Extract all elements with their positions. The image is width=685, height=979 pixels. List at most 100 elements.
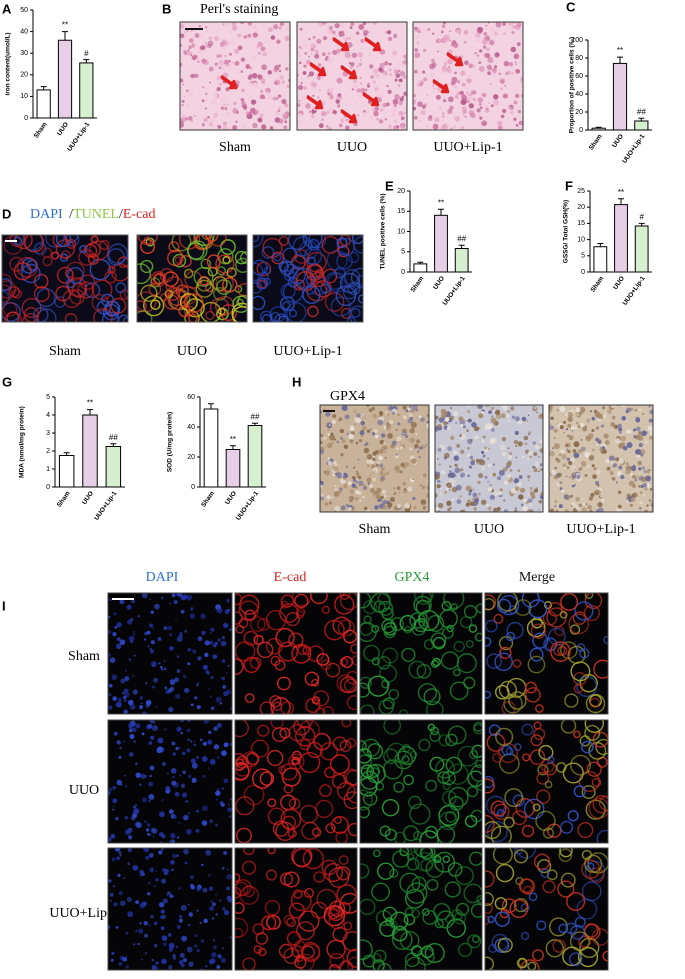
cell <box>518 110 521 113</box>
texture <box>411 20 526 131</box>
y-axis-label: MDA (nmol/mg protein) <box>19 406 26 478</box>
cell <box>114 626 117 629</box>
cell <box>481 120 487 126</box>
cell <box>193 744 196 747</box>
panel-letter: E <box>385 178 394 193</box>
cell <box>549 451 555 457</box>
cell <box>323 36 327 40</box>
texture <box>352 718 487 850</box>
cell <box>212 917 214 919</box>
cell <box>402 75 406 79</box>
micrograph <box>106 846 232 972</box>
cell <box>174 600 178 604</box>
cell <box>419 31 421 33</box>
cell <box>487 504 490 507</box>
cell <box>182 83 184 85</box>
cell <box>593 473 595 475</box>
cell <box>170 687 174 691</box>
cell <box>248 82 252 86</box>
cell <box>229 32 231 34</box>
cell <box>216 799 218 801</box>
y-axis-label: SOD (U/mg protein) <box>167 412 174 472</box>
cell <box>196 684 198 686</box>
cell <box>491 407 495 411</box>
cell <box>161 926 165 930</box>
cell <box>284 120 287 123</box>
cell <box>377 92 383 98</box>
cell <box>109 788 112 791</box>
cell <box>644 487 648 491</box>
cell <box>394 119 397 122</box>
cell <box>246 111 249 114</box>
cell <box>364 448 370 454</box>
bar <box>615 205 628 272</box>
cell <box>572 485 575 488</box>
cell <box>203 888 208 893</box>
cell <box>132 865 138 871</box>
cell <box>194 55 198 59</box>
cell <box>632 494 636 498</box>
cell <box>390 108 396 114</box>
image-bg <box>108 720 232 843</box>
cell <box>220 42 225 47</box>
cell <box>127 862 130 865</box>
cell <box>139 783 142 786</box>
cell <box>309 110 312 113</box>
cell <box>343 484 348 489</box>
cell <box>595 412 601 418</box>
cell <box>444 97 448 101</box>
cell <box>518 494 523 499</box>
bar <box>594 247 607 272</box>
cell <box>439 106 442 109</box>
cell <box>513 493 515 495</box>
cell <box>179 915 182 918</box>
cell <box>149 624 153 628</box>
cell <box>438 447 442 451</box>
cell <box>213 93 218 98</box>
panel-letter: H <box>292 374 301 389</box>
cell <box>456 29 460 33</box>
cell <box>496 507 500 511</box>
cell <box>329 434 335 440</box>
cell <box>393 99 399 105</box>
cell <box>279 70 281 72</box>
cell <box>592 449 595 452</box>
cell <box>301 102 304 105</box>
cell <box>426 94 428 96</box>
cell <box>505 73 507 75</box>
micrograph <box>106 718 234 844</box>
cell <box>119 891 123 895</box>
cell <box>466 485 472 491</box>
cell <box>531 494 534 497</box>
cell <box>493 100 499 106</box>
cell <box>502 22 505 25</box>
cell <box>522 456 524 458</box>
annotation: ** <box>617 46 623 55</box>
cell <box>128 723 133 728</box>
cell <box>472 90 476 94</box>
cell <box>336 49 341 54</box>
cell <box>403 482 406 485</box>
cell <box>623 446 628 451</box>
cell <box>418 456 420 458</box>
cell <box>479 116 482 119</box>
cell <box>490 83 492 85</box>
cell <box>149 775 152 778</box>
cell <box>454 116 460 122</box>
cell <box>169 943 175 949</box>
cell <box>616 481 618 483</box>
cell <box>109 599 111 601</box>
cell <box>437 413 439 415</box>
cell <box>188 648 191 651</box>
bar <box>613 63 626 130</box>
cell <box>312 82 317 87</box>
cell <box>397 422 400 425</box>
cell <box>195 74 198 77</box>
cell <box>510 406 514 410</box>
cell <box>245 64 250 69</box>
cell <box>449 478 454 483</box>
cell <box>141 703 143 705</box>
cell <box>346 119 348 121</box>
cell <box>329 424 331 426</box>
legend-ecad: E-cad <box>123 207 156 222</box>
